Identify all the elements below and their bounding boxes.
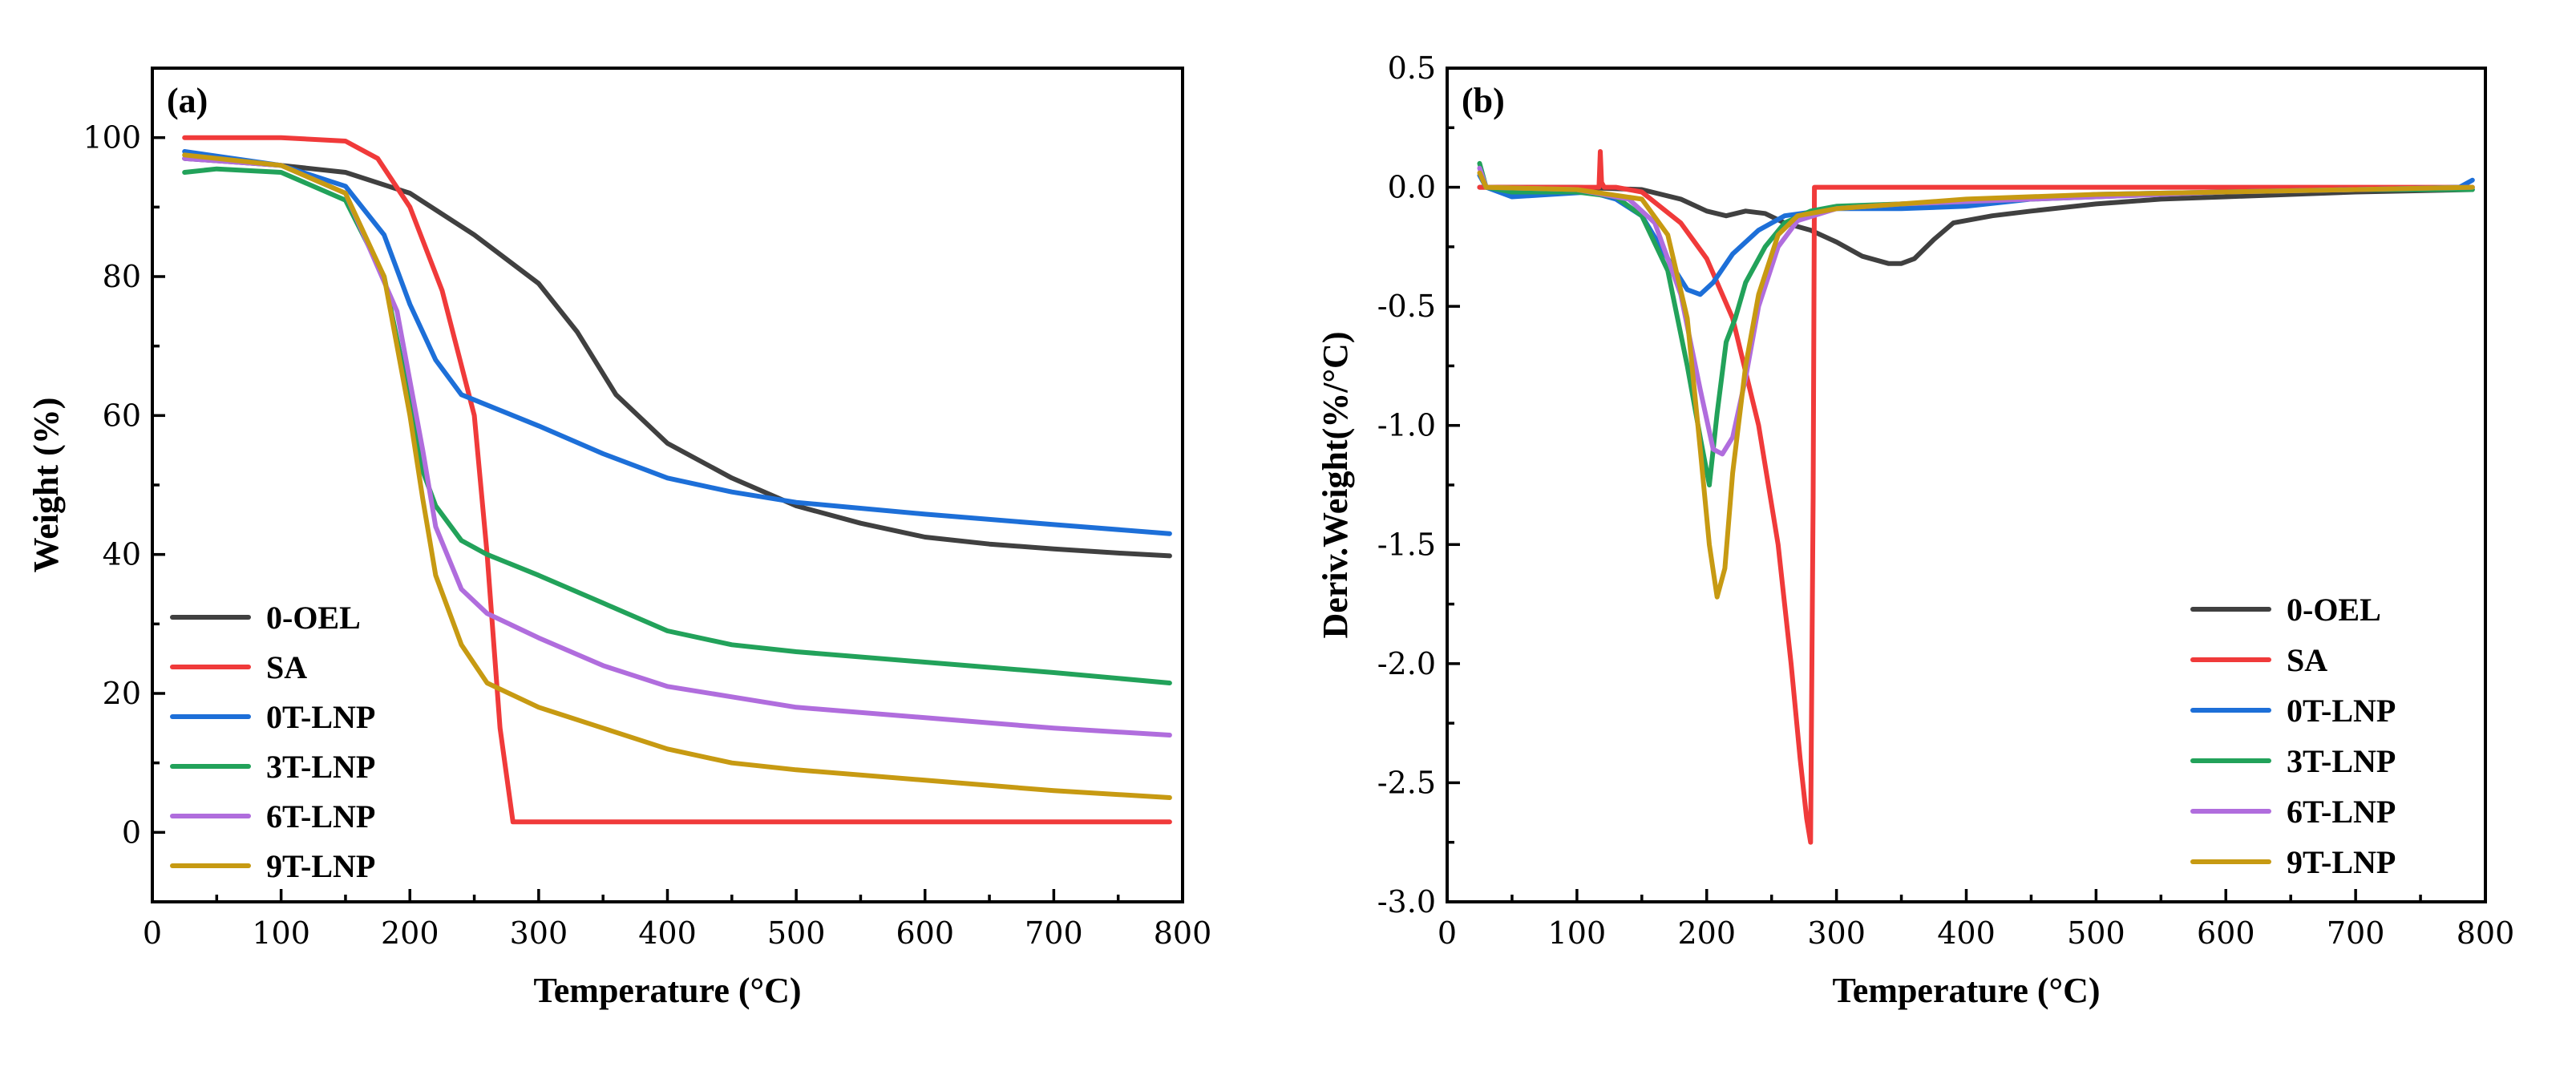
panel-b-x-tick-label: 300 xyxy=(1807,915,1866,951)
panel-b-x-tick-label: 700 xyxy=(2327,915,2385,951)
panel-a-legend-label: 9T-LNP xyxy=(266,848,375,884)
panel-b-x-tick-label: 500 xyxy=(2067,915,2125,951)
panel-a-legend-label: 3T-LNP xyxy=(266,749,375,785)
panel-b-x-tick-label: 400 xyxy=(1937,915,1996,951)
panel-a-x-axis-title: Temperature (°C) xyxy=(533,971,801,1010)
panel-b-series-group xyxy=(1477,149,2475,845)
panel-a-y-tick-label: 80 xyxy=(103,259,141,294)
panel-b-chart: 0 100 200 300 400 500 600 700 800 -3.0 -2.5 -2.0 -1.… xyxy=(1316,51,2514,1010)
panel-a-x-tick-label: 200 xyxy=(381,915,439,951)
panel-a-legend-label: 6T-LNP xyxy=(266,798,375,835)
panel-a-x-tick-label: 300 xyxy=(510,915,568,951)
panel-a-chart: 0 100 200 300 400 500 600 700 800 0 20 40 60 80 100 Tem… xyxy=(26,67,1212,1010)
panel-a-x-tick-label: 700 xyxy=(1025,915,1083,951)
panel-a-series-sa xyxy=(182,135,1172,825)
panel-b-y-axis-title: Deriv.Weight(%/°C) xyxy=(1316,332,1355,639)
panel-b-x-tick-label: 200 xyxy=(1677,915,1736,951)
panel-b-y-tick-label: 0.0 xyxy=(1388,170,1436,205)
panel-b-legend-label: 9T-LNP xyxy=(2287,844,2396,880)
panel-a-x-tick-label: 400 xyxy=(638,915,697,951)
panel-b-series-0-oel xyxy=(1477,184,2475,266)
panel-a-legend-label: SA xyxy=(266,649,307,685)
panel-a-x-tick-label: 800 xyxy=(1154,915,1212,951)
panel-b-legend-label: 3T-LNP xyxy=(2287,743,2396,779)
panel-a-y-tick-label: 20 xyxy=(103,676,141,711)
panel-b-series-sa xyxy=(1477,149,2475,845)
panel-b-x-tick-label: 100 xyxy=(1548,915,1607,951)
panel-b-x-tick-label: 0 xyxy=(1438,915,1457,951)
panel-a-legend-label: 0T-LNP xyxy=(266,699,375,735)
panel-a-legend: 0-OEL SA 0T-LNP 3T-LNP 6T-LNP 9T-LNP xyxy=(170,600,375,884)
panel-a-series-0-oel xyxy=(182,156,1172,559)
panel-b-y-tick-label: -1.5 xyxy=(1377,527,1436,562)
panel-a-y-axis-title: Weight (%) xyxy=(26,398,66,573)
panel-b-series-9t-lnp xyxy=(1477,170,2475,600)
panel-b-x-axis-title: Temperature (°C) xyxy=(1832,971,2100,1010)
panel-b-y-tick-label: -2.5 xyxy=(1377,765,1436,800)
panel-b-panel-label: (b) xyxy=(1462,81,1505,120)
panel-b-legend-label: SA xyxy=(2287,642,2327,678)
panel-a-y-tick-label: 40 xyxy=(103,537,141,572)
panel-b-y-tick-label: -2.0 xyxy=(1377,646,1436,681)
panel-b-legend-label: 0T-LNP xyxy=(2287,693,2396,729)
panel-a-series-group xyxy=(182,135,1172,825)
panel-b-x-tick-label: 800 xyxy=(2457,915,2515,951)
panel-b-y-tick-label: 0.5 xyxy=(1388,51,1436,86)
panel-b-legend-label: 0-OEL xyxy=(2287,592,2381,628)
panel-a-x-tick-label: 100 xyxy=(252,915,310,951)
panel-b-legend: 0-OEL SA 0T-LNP 3T-LNP 6T-LNP 9T-LNP xyxy=(2190,592,2396,880)
panel-a-series-3t-lnp xyxy=(182,166,1172,685)
panel-b-series-3t-lnp xyxy=(1477,160,2475,487)
panel-a-y-tick-label: 0 xyxy=(122,814,141,850)
panel-b-legend-label: 6T-LNP xyxy=(2287,794,2396,830)
panel-a-x-tick-label: 600 xyxy=(896,915,954,951)
panel-a-x-tick-label: 0 xyxy=(143,915,162,951)
panel-b-y-tick-label: -1.0 xyxy=(1377,408,1436,443)
panel-b-y-tick-label: -0.5 xyxy=(1377,289,1436,324)
panel-b-y-tick-label: -3.0 xyxy=(1377,884,1436,919)
panel-a-x-tick-label: 500 xyxy=(767,915,826,951)
panel-a-series-9t-lnp xyxy=(182,152,1172,800)
panel-a-y-tick-label: 60 xyxy=(103,398,141,433)
panel-a-y-tick-label: 100 xyxy=(83,120,141,156)
panel-a-legend-label: 0-OEL xyxy=(266,600,361,636)
panel-b-series-6t-lnp xyxy=(1477,165,2475,457)
panel-b-x-tick-label: 600 xyxy=(2197,915,2255,951)
panel-a-panel-label: (a) xyxy=(167,81,208,120)
panel-a-series-0t-lnp xyxy=(182,149,1172,536)
